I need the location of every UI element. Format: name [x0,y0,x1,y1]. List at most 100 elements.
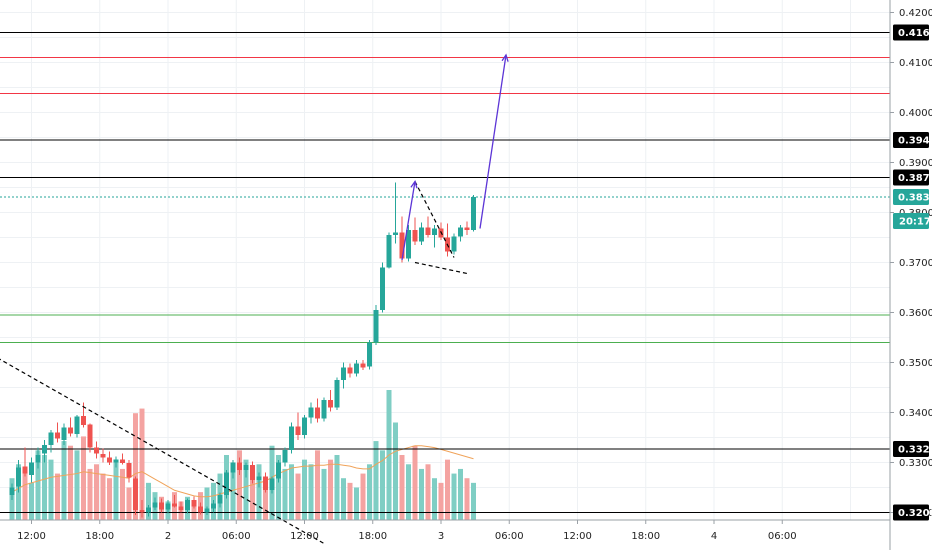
time-axis-label: 06:00 [222,531,251,542]
price-axis-label: 0.3600 [899,308,932,319]
grid-lines [0,0,890,520]
candle-body [458,227,463,237]
volume-bar [81,436,86,520]
candle-body [29,462,34,475]
candle-body [48,432,54,445]
candle-body [451,236,457,252]
pennant-upper-line[interactable] [414,181,455,258]
drawing-annotations[interactable] [0,53,509,545]
volume-bar [289,464,294,520]
candle-body [87,424,93,448]
downtrend-line[interactable] [0,344,325,545]
time-axis-label: 4 [711,531,717,542]
candle-body [276,462,281,479]
candle-body [406,230,411,259]
candle-body [334,380,340,408]
price-scale-panel[interactable] [890,0,932,550]
candle-body [256,476,262,480]
pennant-lower-line[interactable] [414,261,468,275]
candle-body [315,407,320,419]
candle-body [373,310,379,343]
candle-body [139,510,145,513]
price-axis-label: 0.4100 [899,58,932,69]
time-axis-label: 18:00 [85,531,114,542]
volume-bar [393,422,398,520]
volume-bar [432,478,437,520]
candle-body [159,502,164,510]
candle-body [412,230,418,242]
candle-body [347,367,353,374]
candle-body [16,467,21,487]
volume-bar [295,473,301,520]
candle-body [146,507,151,513]
volume-bar [107,478,112,520]
volume-bar [55,473,60,520]
countdown-badge-text: 20:17 [899,217,931,228]
candle-body [55,432,60,439]
candle-body [165,503,171,510]
time-axis-label: 3 [438,531,444,542]
candle-body [282,450,288,463]
candlesticks [9,182,476,518]
price-axis-label: 0.3300 [899,458,932,469]
candle-body [354,363,359,374]
volume-bar [68,445,73,520]
level-price-badge-text: 0.3945 [898,136,932,147]
candle-body [464,227,470,230]
candle-body [9,487,15,495]
candle-body [211,503,216,509]
time-axis-label: 18:00 [358,531,387,542]
volume-bar [276,455,281,520]
time-axis-label: 18:00 [631,531,660,542]
countdown-badge [893,213,929,229]
volume-bar [120,468,125,520]
candle-body [35,455,41,463]
candle-body [74,416,80,434]
candle-body [380,267,385,310]
level-price-badge [893,504,929,521]
volume-bar [204,487,210,520]
time-axis-label: 12:00 [563,531,592,542]
candle-body [217,495,223,504]
volume-bar [471,482,476,520]
candle-body [328,400,333,408]
time-axis-label: 12:00 [17,531,46,542]
volume-bar [61,441,67,520]
volume-bar [100,473,106,520]
volume-bar [282,468,288,520]
volume-bar [412,445,418,520]
candle-body [432,228,437,235]
volume-bar [354,487,359,520]
volume-bar [406,464,411,520]
volume-bar [367,464,372,520]
candle-body [81,416,86,425]
volume-bar [373,441,379,520]
level-price-badge [893,441,929,457]
volume-bar [133,413,138,520]
candle-body [230,462,236,473]
time-axis-label: 2 [165,531,171,542]
volume-bar [438,482,444,520]
level-price-badge [893,24,929,41]
candle-body [289,426,294,450]
volume-bar [445,459,450,520]
target-arrow[interactable] [479,54,507,229]
flagpole-arrow[interactable] [401,181,416,261]
volume-bar [347,482,353,520]
candle-body [42,445,47,454]
time-axis[interactable]: 12:00 18:00 2 06:00 12:00 18:00 3 06:00 12:00 18:… [17,520,797,542]
volume-bar [35,450,41,520]
volume-bar [250,468,255,520]
level-price-badge [893,169,929,186]
volume-bar [94,464,99,520]
price-axis-label: 0.3700 [899,258,932,269]
volume-bar [308,464,314,520]
candle-body [237,462,242,470]
volume-bar [360,473,366,520]
volume-bar [458,468,463,520]
